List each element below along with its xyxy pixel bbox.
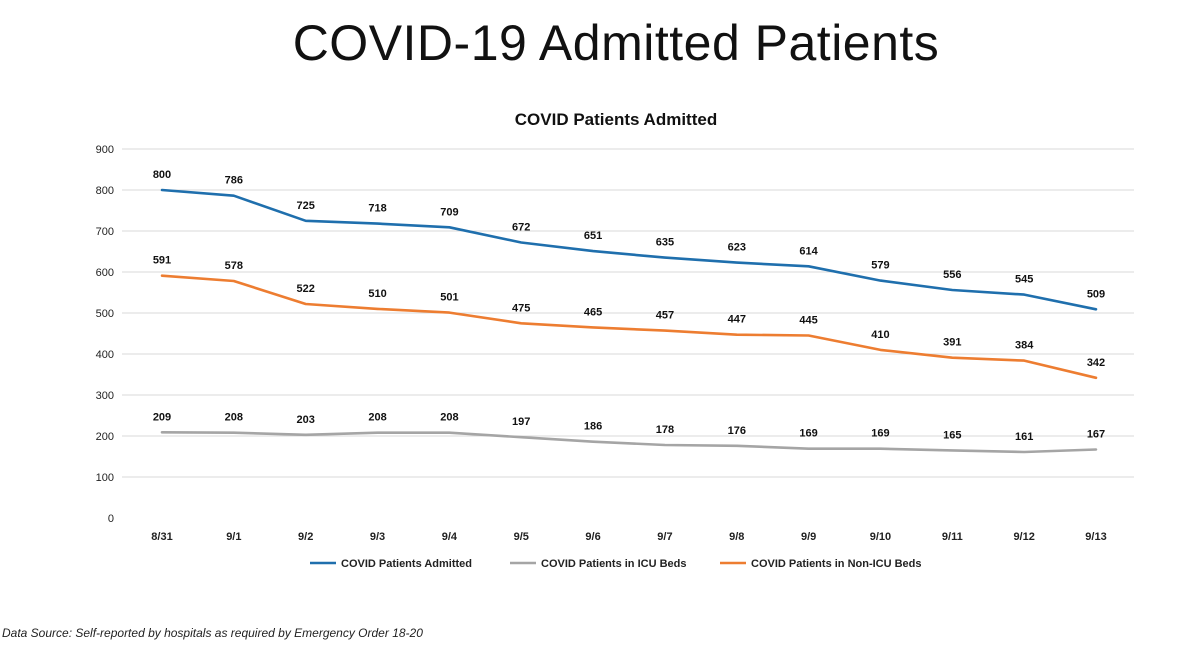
data-label: 457 <box>656 310 674 322</box>
data-label: 651 <box>584 230 602 242</box>
x-tick-label: 9/11 <box>942 531 963 543</box>
data-label: 203 <box>297 414 315 426</box>
x-tick-label: 8/31 <box>151 531 172 543</box>
data-label: 556 <box>943 269 961 281</box>
chart-title: COVID Patients Admitted <box>514 110 718 129</box>
data-label: 579 <box>871 260 889 272</box>
data-label: 176 <box>728 425 746 437</box>
data-label: 209 <box>153 411 171 423</box>
legend-label: COVID Patients in ICU Beds <box>541 558 686 570</box>
data-label: 186 <box>584 421 602 433</box>
data-label: 545 <box>1015 274 1033 286</box>
data-label: 208 <box>225 412 243 424</box>
data-label: 672 <box>512 221 530 233</box>
data-label: 169 <box>799 428 817 440</box>
y-tick-label: 500 <box>96 308 114 320</box>
y-tick-label: 200 <box>96 431 114 443</box>
data-label: 161 <box>1015 431 1033 443</box>
x-tick-label: 9/3 <box>370 531 385 543</box>
series-line <box>160 274 1098 380</box>
x-tick-label: 9/8 <box>729 531 744 543</box>
x-tick-label: 9/10 <box>870 531 891 543</box>
data-label: 208 <box>368 412 386 424</box>
x-tick-label: 9/1 <box>226 531 241 543</box>
data-label: 718 <box>368 203 386 215</box>
series-line <box>160 430 1098 454</box>
data-label: 635 <box>656 237 674 249</box>
data-label: 169 <box>871 428 889 440</box>
data-label: 623 <box>728 242 746 254</box>
series-line <box>160 188 1098 311</box>
legend-label: COVID Patients in Non-ICU Beds <box>751 558 922 570</box>
data-label: 522 <box>297 283 315 295</box>
y-tick-label: 100 <box>96 472 114 484</box>
x-tick-label: 9/7 <box>657 531 672 543</box>
data-label: 501 <box>440 292 458 304</box>
x-tick-label: 9/5 <box>514 531 529 543</box>
data-label: 510 <box>368 288 386 300</box>
data-label: 475 <box>512 302 530 314</box>
data-label: 165 <box>943 429 961 441</box>
y-tick-label: 800 <box>96 185 114 197</box>
data-label: 208 <box>440 412 458 424</box>
y-tick-label: 400 <box>96 349 114 361</box>
data-label: 614 <box>799 245 818 257</box>
data-label: 178 <box>656 424 674 436</box>
data-label: 465 <box>584 306 602 318</box>
x-tick-label: 9/6 <box>585 531 600 543</box>
data-label: 167 <box>1087 429 1105 441</box>
data-label: 447 <box>728 314 746 326</box>
data-label: 786 <box>225 175 243 187</box>
x-tick-label: 9/4 <box>442 531 458 543</box>
data-label: 410 <box>871 329 889 341</box>
y-tick-label: 0 <box>108 513 114 525</box>
x-tick-label: 9/2 <box>298 531 313 543</box>
data-label: 709 <box>440 206 458 218</box>
x-tick-label: 9/12 <box>1013 531 1034 543</box>
data-source-note: Data Source: Self-reported by hospitals … <box>2 626 423 640</box>
y-tick-label: 600 <box>96 267 114 279</box>
page-title: COVID-19 Admitted Patients <box>292 15 940 71</box>
data-label: 591 <box>153 255 171 267</box>
x-tick-label: 9/9 <box>801 531 816 543</box>
data-label: 509 <box>1087 288 1105 300</box>
data-label: 578 <box>225 260 243 272</box>
data-label: 197 <box>512 416 530 428</box>
data-label: 725 <box>297 200 315 212</box>
x-tick-label: 9/13 <box>1085 531 1106 543</box>
y-tick-label: 900 <box>96 144 114 156</box>
data-label: 384 <box>1015 340 1034 352</box>
data-label: 342 <box>1087 357 1105 369</box>
y-tick-label: 300 <box>96 390 114 402</box>
data-label: 800 <box>153 169 171 181</box>
y-tick-label: 700 <box>96 226 114 238</box>
data-label: 391 <box>943 337 961 349</box>
data-label: 445 <box>799 315 817 327</box>
legend-label: COVID Patients Admitted <box>341 558 472 570</box>
